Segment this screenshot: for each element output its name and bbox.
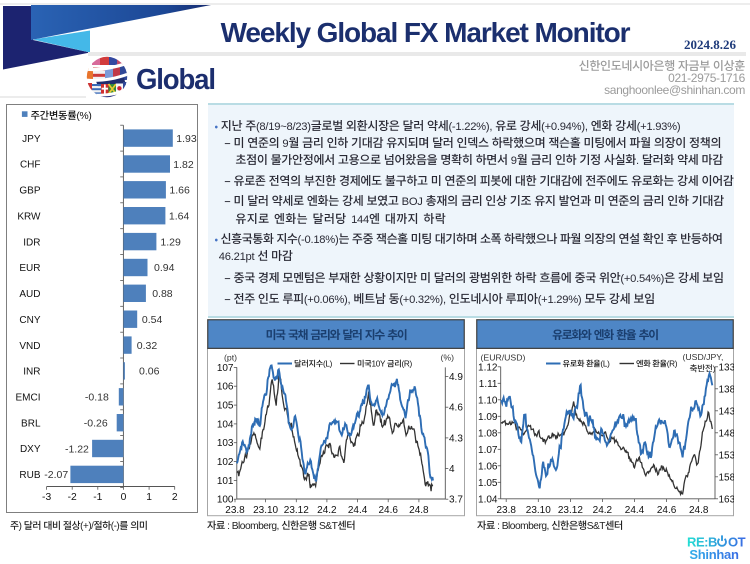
svg-text:0.06: 0.06 [139, 366, 160, 378]
svg-text:4.9: 4.9 [449, 372, 463, 383]
svg-text:0.54: 0.54 [142, 314, 163, 326]
svg-text:1.82: 1.82 [173, 159, 194, 171]
svg-text:JPY: JPY [22, 134, 41, 145]
svg-text:23.12: 23.12 [558, 505, 583, 516]
svg-text:(EUR/USD): (EUR/USD) [481, 352, 526, 362]
svg-text:BRL: BRL [21, 418, 41, 429]
svg-text:1: 1 [146, 492, 152, 503]
svg-text:0.94: 0.94 [154, 262, 175, 274]
svg-text:-0.18: -0.18 [85, 392, 109, 404]
svg-text:1.05: 1.05 [478, 477, 498, 488]
svg-text:104: 104 [217, 419, 234, 430]
svg-text:0.32: 0.32 [137, 340, 158, 352]
svg-text:4.3: 4.3 [449, 433, 463, 444]
svg-text:주간변동률(%): 주간변동률(%) [31, 107, 92, 122]
svg-text:133: 133 [719, 362, 735, 373]
svg-text:1.11: 1.11 [479, 378, 498, 389]
svg-text:138: 138 [719, 384, 735, 395]
svg-text:CHF: CHF [20, 160, 41, 171]
svg-text:24.8: 24.8 [409, 505, 429, 516]
svg-text:23.8: 23.8 [225, 505, 245, 516]
svg-text:1.93: 1.93 [176, 133, 197, 145]
svg-text:2: 2 [172, 492, 178, 503]
svg-text:KRW: KRW [17, 211, 41, 222]
svg-text:24.2: 24.2 [593, 505, 613, 516]
svg-text:VND: VND [19, 341, 40, 352]
svg-text:축반전): 축반전) [690, 361, 716, 374]
svg-text:RUB: RUB [19, 470, 40, 481]
svg-text:143: 143 [719, 406, 735, 417]
svg-text:3.7: 3.7 [449, 494, 463, 505]
svg-text:IDR: IDR [23, 237, 40, 248]
svg-text:105: 105 [217, 400, 234, 411]
svg-text:-1: -1 [93, 492, 102, 503]
svg-text:23.10: 23.10 [253, 505, 278, 516]
svg-text:106: 106 [217, 381, 234, 392]
svg-text:Shinhan: Shinhan [689, 547, 739, 562]
svg-text:DXY: DXY [20, 444, 41, 455]
svg-text:1.07: 1.07 [478, 444, 498, 455]
svg-text:-3: -3 [42, 492, 51, 503]
svg-text:107: 107 [217, 362, 234, 373]
svg-text:163: 163 [719, 494, 735, 505]
svg-text:(%): (%) [440, 352, 454, 362]
svg-text:-1.22: -1.22 [65, 443, 89, 455]
svg-text:미국10Y 금리(R): 미국10Y 금리(R) [357, 357, 412, 369]
svg-text:102: 102 [217, 457, 234, 468]
svg-text:0: 0 [121, 492, 127, 503]
svg-text:미국 국채 금리와 달러 지수 추이: 미국 국채 금리와 달러 지수 추이 [266, 325, 407, 342]
svg-text:(pt): (pt) [224, 352, 237, 362]
svg-text:4.6: 4.6 [449, 402, 463, 413]
svg-text:100: 100 [217, 494, 234, 505]
svg-text:1.64: 1.64 [169, 211, 190, 223]
svg-text:(USD/JPY,: (USD/JPY, [683, 352, 724, 362]
svg-text:24.4: 24.4 [348, 505, 368, 516]
svg-text:158: 158 [719, 472, 735, 483]
svg-text:유로화 환율(L): 유로화 환율(L) [563, 357, 611, 369]
svg-text:23.10: 23.10 [526, 505, 551, 516]
svg-text:INR: INR [23, 367, 40, 378]
svg-text:1.06: 1.06 [478, 461, 498, 472]
svg-text:148: 148 [719, 428, 735, 439]
svg-text:24.4: 24.4 [625, 505, 645, 516]
svg-text:RE:B: RE:B [687, 534, 717, 549]
svg-text:-2: -2 [68, 492, 77, 503]
svg-text:101: 101 [217, 475, 234, 486]
svg-text:-0.26: -0.26 [84, 418, 108, 430]
svg-text:103: 103 [217, 438, 234, 449]
svg-text:-2.07: -2.07 [44, 469, 68, 481]
svg-text:OT: OT [728, 534, 746, 549]
svg-text:유로화와 엔화 환율 추이: 유로화와 엔화 환율 추이 [552, 325, 658, 342]
svg-text:4: 4 [449, 464, 455, 475]
svg-text:1.10: 1.10 [478, 395, 498, 406]
svg-text:CNY: CNY [19, 315, 40, 326]
svg-text:1.09: 1.09 [478, 411, 498, 422]
svg-text:24.6: 24.6 [657, 505, 677, 516]
svg-text:EMCI: EMCI [16, 393, 41, 404]
svg-text:153: 153 [719, 450, 735, 461]
svg-text:24.8: 24.8 [689, 505, 709, 516]
svg-text:23.12: 23.12 [284, 505, 309, 516]
svg-text:1.66: 1.66 [169, 185, 190, 197]
svg-text:EUR: EUR [19, 263, 40, 274]
svg-text:1.12: 1.12 [478, 362, 498, 373]
svg-text:달러지수(L): 달러지수(L) [294, 357, 333, 369]
svg-text:1.29: 1.29 [160, 236, 181, 248]
svg-text:23.8: 23.8 [496, 505, 516, 516]
svg-text:1.04: 1.04 [478, 494, 498, 505]
svg-text:GBP: GBP [19, 186, 40, 197]
svg-text:24.6: 24.6 [378, 505, 398, 516]
svg-text:24.2: 24.2 [317, 505, 337, 516]
svg-text:엔화 환율(R): 엔화 환율(R) [636, 357, 678, 369]
svg-text:1.08: 1.08 [478, 428, 498, 439]
svg-text:0.88: 0.88 [152, 288, 173, 300]
svg-text:AUD: AUD [19, 289, 40, 300]
